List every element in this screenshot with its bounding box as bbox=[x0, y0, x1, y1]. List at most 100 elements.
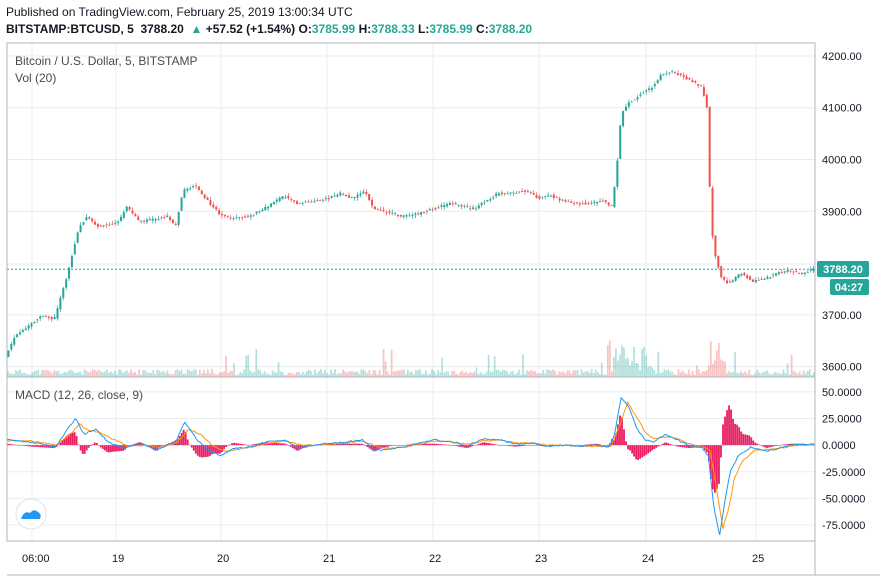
candle[interactable] bbox=[457, 205, 460, 207]
candle[interactable] bbox=[610, 204, 613, 206]
candle[interactable] bbox=[272, 201, 275, 205]
candle[interactable] bbox=[760, 279, 763, 280]
candle[interactable] bbox=[298, 202, 301, 204]
candle[interactable] bbox=[656, 80, 659, 84]
candle[interactable] bbox=[772, 274, 775, 276]
candle[interactable] bbox=[812, 268, 815, 272]
candle[interactable] bbox=[500, 192, 503, 195]
candle[interactable] bbox=[627, 102, 630, 107]
candle[interactable] bbox=[616, 160, 619, 187]
candle[interactable] bbox=[694, 80, 697, 83]
candle[interactable] bbox=[7, 350, 10, 358]
candle[interactable] bbox=[177, 212, 180, 225]
candle[interactable] bbox=[717, 255, 720, 268]
candle[interactable] bbox=[148, 219, 151, 221]
candle[interactable] bbox=[238, 217, 241, 218]
candle[interactable] bbox=[59, 297, 62, 310]
candle[interactable] bbox=[434, 207, 437, 210]
candle[interactable] bbox=[691, 80, 694, 83]
candle[interactable] bbox=[743, 273, 746, 276]
candle[interactable] bbox=[503, 193, 506, 195]
candle[interactable] bbox=[235, 217, 238, 219]
candle[interactable] bbox=[379, 209, 382, 211]
candle[interactable] bbox=[575, 202, 578, 204]
candle[interactable] bbox=[203, 194, 206, 199]
candle[interactable] bbox=[645, 90, 648, 92]
candle[interactable] bbox=[79, 225, 82, 232]
candle[interactable] bbox=[622, 110, 625, 127]
candle[interactable] bbox=[388, 211, 391, 213]
candle[interactable] bbox=[171, 219, 174, 224]
candle[interactable] bbox=[731, 280, 734, 283]
candle[interactable] bbox=[417, 213, 420, 215]
candle[interactable] bbox=[347, 195, 350, 198]
candle[interactable] bbox=[425, 211, 428, 212]
candle[interactable] bbox=[56, 308, 59, 319]
candle[interactable] bbox=[659, 74, 662, 81]
candle[interactable] bbox=[255, 211, 258, 214]
candle[interactable] bbox=[88, 217, 91, 219]
candle[interactable] bbox=[492, 197, 495, 199]
candle[interactable] bbox=[780, 272, 783, 273]
candle[interactable] bbox=[454, 203, 457, 205]
candle[interactable] bbox=[68, 267, 71, 279]
candles[interactable] bbox=[7, 69, 815, 358]
candle[interactable] bbox=[495, 193, 498, 197]
candle[interactable] bbox=[613, 187, 616, 208]
candle[interactable] bbox=[561, 199, 564, 201]
candle[interactable] bbox=[650, 87, 653, 90]
candle[interactable] bbox=[679, 73, 682, 75]
candle[interactable] bbox=[477, 205, 480, 209]
candle[interactable] bbox=[85, 217, 88, 221]
candle[interactable] bbox=[399, 214, 402, 217]
candle[interactable] bbox=[428, 209, 431, 211]
candle[interactable] bbox=[642, 92, 645, 94]
candle[interactable] bbox=[809, 269, 812, 271]
candle[interactable] bbox=[249, 215, 252, 217]
candle[interactable] bbox=[50, 317, 53, 320]
candle[interactable] bbox=[200, 190, 203, 195]
candle[interactable] bbox=[564, 199, 567, 202]
candle[interactable] bbox=[405, 215, 408, 217]
candle[interactable] bbox=[376, 209, 379, 211]
candle[interactable] bbox=[705, 94, 708, 108]
candle[interactable] bbox=[209, 200, 212, 205]
candle[interactable] bbox=[166, 215, 169, 217]
candle[interactable] bbox=[102, 225, 105, 227]
candle[interactable] bbox=[36, 319, 39, 321]
candle[interactable] bbox=[391, 212, 394, 214]
candle[interactable] bbox=[105, 224, 108, 226]
candle[interactable] bbox=[157, 218, 160, 220]
candle[interactable] bbox=[223, 214, 226, 217]
candle[interactable] bbox=[261, 209, 264, 212]
candle[interactable] bbox=[506, 193, 509, 195]
candle[interactable] bbox=[13, 337, 16, 345]
candle[interactable] bbox=[549, 195, 552, 197]
candle[interactable] bbox=[599, 201, 602, 202]
candle[interactable] bbox=[523, 190, 526, 192]
candle[interactable] bbox=[529, 192, 532, 194]
candle[interactable] bbox=[128, 207, 131, 210]
candle[interactable] bbox=[466, 206, 469, 207]
candle[interactable] bbox=[474, 208, 477, 210]
candle[interactable] bbox=[463, 205, 466, 207]
candle[interactable] bbox=[798, 273, 801, 275]
candle[interactable] bbox=[290, 199, 293, 200]
candle[interactable] bbox=[24, 328, 27, 331]
candle[interactable] bbox=[281, 196, 284, 200]
candle[interactable] bbox=[754, 280, 757, 283]
candle[interactable] bbox=[792, 271, 795, 273]
candle[interactable] bbox=[218, 210, 221, 215]
candle[interactable] bbox=[47, 316, 50, 318]
candle[interactable] bbox=[587, 202, 590, 204]
candle[interactable] bbox=[30, 323, 33, 327]
candle[interactable] bbox=[584, 202, 587, 205]
candle[interactable] bbox=[581, 203, 584, 204]
candle[interactable] bbox=[39, 316, 42, 319]
candle[interactable] bbox=[769, 277, 772, 279]
candle[interactable] bbox=[359, 193, 362, 196]
candle[interactable] bbox=[757, 279, 760, 281]
candle[interactable] bbox=[44, 316, 47, 317]
candle[interactable] bbox=[96, 223, 99, 227]
candle[interactable] bbox=[763, 278, 766, 280]
